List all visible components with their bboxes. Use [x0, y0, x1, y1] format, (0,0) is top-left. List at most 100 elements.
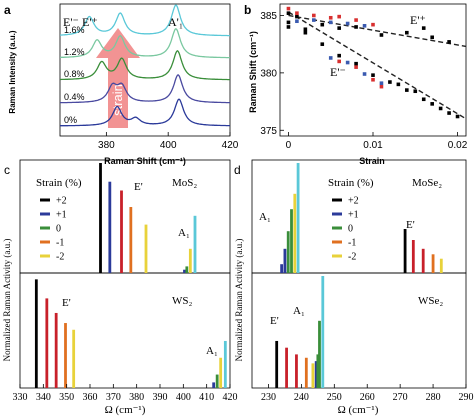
raman-bar: [439, 258, 443, 273]
raman-bar: [431, 254, 435, 273]
scatter-point: [430, 102, 434, 106]
x-tick-label: 380: [129, 392, 144, 403]
panel-d-ylabel: Normalized Raman Activity (a.u.): [234, 239, 244, 362]
raman-bar: [318, 320, 321, 388]
x-tick-label: 250: [327, 392, 342, 403]
scatter-point: [379, 33, 384, 37]
x-tick-label: 0: [286, 140, 292, 151]
panel-a-xlabel: Raman Shift (cm⁻¹): [104, 156, 186, 166]
scatter-point: [388, 80, 392, 84]
scatter-point: [295, 14, 299, 19]
panel-c-ylabel: Normalized Raman Activity (a.u.): [2, 239, 12, 362]
raman-bar: [120, 190, 123, 273]
scatter-point: [405, 88, 409, 92]
legend-label: +1: [348, 210, 359, 221]
raman-bar: [223, 340, 227, 388]
raman-bar: [72, 329, 76, 388]
raman-curve: [60, 74, 230, 104]
scatter-point: [421, 26, 426, 30]
scatter-point: [396, 82, 401, 87]
panel-b-annot-e-minus: E'⁻: [330, 65, 346, 79]
x-tick-label: 330: [13, 392, 28, 403]
scatter-point: [371, 77, 375, 82]
scatter-point: [303, 30, 308, 35]
panel-b-label: b: [244, 3, 251, 17]
scatter-point: [286, 20, 291, 25]
x-tick-label: 380: [98, 140, 115, 151]
x-tick-label: 420: [223, 392, 238, 403]
panel-b-ylabel: Raman Shift (cm⁻¹): [248, 31, 258, 113]
panel-b-annot-e-plus: E'⁺: [410, 13, 426, 27]
legend-label: 0: [56, 224, 61, 235]
raman-bar: [321, 276, 325, 388]
panel-c-top-mode-a1: A₁: [178, 227, 190, 239]
scatter-point: [354, 25, 358, 29]
scatter-point: [286, 11, 291, 15]
raman-curve: [60, 98, 230, 127]
strain-percent-label: 0.8%: [64, 69, 85, 79]
x-tick-label: 400: [176, 392, 191, 403]
panel-c-legend: +2 +1 0 -1 -2: [40, 196, 67, 263]
x-tick-label: 350: [59, 392, 74, 403]
panel-d-label: d: [234, 163, 241, 177]
panel-c-material-top: MoS₂: [172, 177, 197, 189]
scatter-point: [295, 19, 299, 24]
scatter-point: [447, 40, 451, 44]
raman-bar: [285, 347, 288, 388]
scatter-point: [430, 35, 434, 40]
legend-label: +1: [56, 210, 67, 221]
panel-c-material-bottom: WS₂: [172, 295, 193, 307]
panel-d-bottom-mode-e: E': [270, 315, 279, 327]
panel-d-top-mode-a1: A₁: [259, 211, 271, 223]
x-tick-label: 370: [106, 392, 121, 403]
x-tick-label: 340: [36, 392, 51, 403]
raman-bar: [188, 248, 192, 273]
raman-bar: [403, 229, 407, 273]
panel-b-xticks: 0 0.01 0.02: [286, 132, 468, 151]
x-tick-label: 410: [199, 392, 214, 403]
raman-bar: [304, 357, 308, 388]
raman-bar: [296, 163, 300, 273]
panel-d-bottom-frame: [251, 272, 467, 389]
panel-d-top-mode-e: E': [406, 219, 415, 231]
x-tick-label: 260: [360, 392, 375, 403]
peak-label-e-minus: E'⁻: [63, 15, 79, 29]
raman-bar: [129, 207, 133, 273]
panel-d-xlabel: Ω (cm⁻¹): [338, 404, 379, 416]
panel-c-bottom-bars: [34, 279, 227, 388]
panel-c-bottom-mode-a1: A₁: [206, 345, 218, 357]
panel-b-fit-lines: [288, 11, 467, 120]
panel-c-top-bars: [99, 163, 197, 273]
x-tick-label: 390: [153, 392, 168, 403]
strain-percent-label: 0%: [64, 115, 77, 125]
raman-bar: [219, 357, 223, 388]
scatter-point: [337, 53, 341, 58]
panel-b-yticks: 375 380 385: [260, 11, 284, 137]
raman-bar: [411, 240, 415, 273]
scatter-point: [320, 22, 325, 27]
panel-d-bottom-bars: [275, 276, 325, 388]
x-tick-label: 0.02: [448, 140, 468, 151]
scatter-point: [354, 18, 358, 22]
raman-bar: [212, 382, 216, 388]
scatter-point: [354, 65, 358, 69]
scatter-point: [447, 111, 451, 115]
panel-c-xlabel: Ω (cm⁻¹): [105, 404, 146, 416]
scatter-point: [371, 22, 375, 27]
fit-line: [288, 11, 467, 120]
scatter-point: [337, 26, 341, 30]
raman-bar: [275, 340, 279, 388]
panel-d-legend-title: Strain (%): [328, 177, 374, 189]
scatter-point: [328, 15, 333, 20]
x-tick-label: 290: [459, 392, 474, 403]
x-tick-label: 360: [83, 392, 98, 403]
panel-a-strain-labels: 0% 0.4% 0.8% 1.2% 1.6%: [64, 25, 85, 125]
raman-bar: [34, 279, 38, 388]
panel-c-bottom-mode-e: E': [62, 297, 71, 309]
scatter-point: [413, 89, 418, 94]
raman-bar: [280, 264, 284, 273]
scatter-point: [303, 27, 308, 32]
raman-bar: [293, 193, 297, 273]
scatter-point: [371, 73, 375, 77]
scatter-point: [379, 84, 384, 89]
